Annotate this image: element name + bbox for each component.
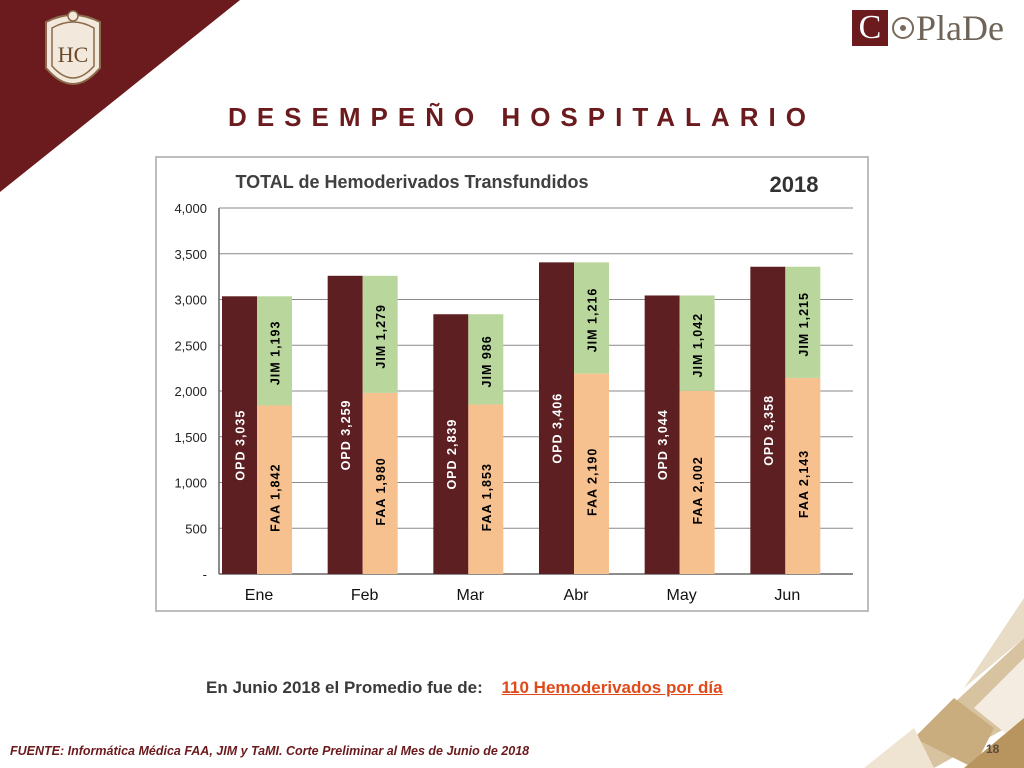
bar-opd-abr bbox=[539, 262, 574, 574]
corner-triangles-decoration bbox=[864, 598, 1024, 768]
data-label-jim-mar: JIM 986 bbox=[480, 335, 494, 387]
bar-opd-ene bbox=[222, 296, 257, 574]
summary-line: En Junio 2018 el Promedio fue de: 110 He… bbox=[206, 678, 723, 698]
data-label-opd-may: OPD 3,044 bbox=[656, 409, 670, 480]
chart-year-label: 2018 bbox=[770, 172, 819, 197]
y-tick-label-2: 1,000 bbox=[174, 476, 207, 491]
data-label-faa-may: FAA 2,002 bbox=[691, 456, 705, 524]
data-label-faa-feb: FAA 1,980 bbox=[374, 457, 388, 525]
data-label-faa-abr: FAA 2,190 bbox=[586, 448, 600, 516]
bar-jim-ene bbox=[257, 296, 292, 406]
x-tick-label-ene: Ene bbox=[245, 587, 274, 604]
data-label-jim-ene: JIM 1,193 bbox=[269, 321, 283, 386]
bar-jim-abr bbox=[574, 262, 609, 374]
page-number: 18 bbox=[986, 742, 1000, 756]
hospital-seal-logo: HC bbox=[45, 10, 101, 85]
x-tick-label-abr: Abr bbox=[564, 587, 590, 604]
bar-jim-jun bbox=[785, 266, 821, 378]
x-tick-label-may: May bbox=[667, 587, 697, 604]
x-tick-label-feb: Feb bbox=[351, 587, 379, 604]
x-tick-label-mar: Mar bbox=[457, 587, 485, 604]
source-footnote: FUENTE: Informática Médica FAA, JIM y Ta… bbox=[10, 744, 530, 758]
data-label-opd-mar: OPD 2,839 bbox=[445, 419, 459, 490]
bar-faa-abr bbox=[574, 373, 609, 574]
coplade-o-icon bbox=[892, 17, 914, 39]
summary-text: En Junio 2018 el Promedio fue de: bbox=[206, 678, 483, 697]
data-label-opd-jun: OPD 3,358 bbox=[762, 395, 776, 466]
data-label-jim-jun: JIM 1,215 bbox=[797, 292, 811, 357]
y-tick-label-7: 3,500 bbox=[174, 247, 207, 262]
stacked-bar-chart: TOTAL de Hemoderivados Transfundidos 2018… bbox=[174, 172, 853, 604]
bar-faa-may bbox=[679, 390, 715, 574]
bar-jim-mar bbox=[468, 314, 504, 405]
bar-faa-jun bbox=[785, 377, 821, 574]
data-label-faa-ene: FAA 1,842 bbox=[269, 464, 283, 532]
data-label-opd-feb: OPD 3,259 bbox=[339, 399, 353, 470]
summary-highlight: 110 Hemoderivados por día bbox=[501, 678, 723, 697]
bar-jim-feb bbox=[362, 275, 398, 393]
bar-faa-ene bbox=[257, 405, 292, 574]
chart-title: TOTAL de Hemoderivados Transfundidos bbox=[235, 172, 588, 192]
chart-panel: TOTAL de Hemoderivados Transfundidos 2018… bbox=[155, 156, 869, 612]
y-tick-label-8: 4,000 bbox=[174, 201, 207, 216]
data-label-jim-may: JIM 1,042 bbox=[691, 313, 705, 378]
bar-opd-jun bbox=[750, 266, 786, 574]
data-label-jim-abr: JIM 1,216 bbox=[586, 288, 600, 353]
data-label-opd-ene: OPD 3,035 bbox=[234, 410, 248, 481]
bar-opd-feb bbox=[327, 275, 363, 574]
y-tick-label-3: 1,500 bbox=[174, 430, 207, 445]
coplade-logo-text: PlaDe bbox=[916, 8, 1004, 48]
page-title: DESEMPEÑO HOSPITALARIO bbox=[228, 102, 816, 132]
data-label-jim-feb: JIM 1,279 bbox=[374, 304, 388, 369]
bar-jim-may bbox=[679, 295, 715, 391]
bar-faa-feb bbox=[362, 392, 398, 574]
coplade-logo: C PlaDe bbox=[852, 6, 1020, 48]
y-tick-label-1: 500 bbox=[185, 521, 207, 536]
svg-text:HC: HC bbox=[58, 42, 89, 67]
bar-opd-mar bbox=[433, 314, 469, 574]
y-tick-label-0: - bbox=[203, 567, 207, 582]
data-label-opd-abr: OPD 3,406 bbox=[551, 393, 565, 464]
y-tick-label-5: 2,500 bbox=[174, 338, 207, 353]
bar-faa-mar bbox=[468, 404, 504, 574]
x-tick-label-jun: Jun bbox=[774, 587, 800, 604]
data-label-faa-mar: FAA 1,853 bbox=[480, 463, 494, 531]
coplade-logo-initial: C bbox=[852, 10, 888, 46]
y-tick-label-6: 3,000 bbox=[174, 293, 207, 308]
bar-opd-may bbox=[644, 295, 680, 574]
data-label-faa-jun: FAA 2,143 bbox=[797, 450, 811, 518]
y-tick-label-4: 2,000 bbox=[174, 384, 207, 399]
